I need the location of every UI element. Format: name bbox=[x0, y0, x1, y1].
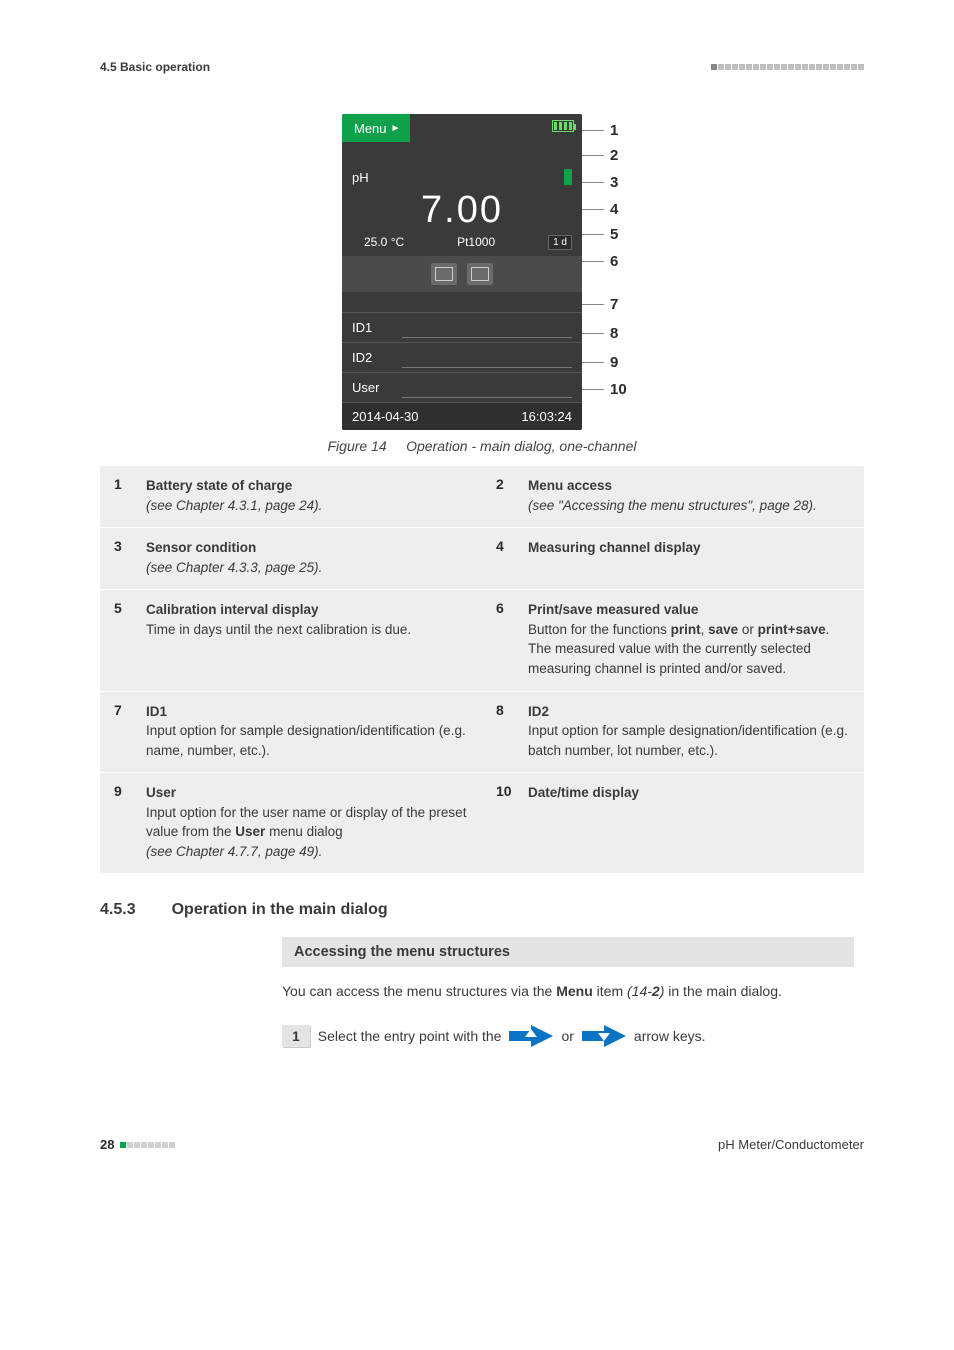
battery-icon bbox=[552, 120, 574, 132]
id1-label: ID1 bbox=[352, 320, 372, 335]
page-footer: 28 pH Meter/Conductometer bbox=[100, 1137, 864, 1152]
legend-body: Menu access(see "Accessing the menu stru… bbox=[528, 476, 817, 515]
probe-type: Pt1000 bbox=[457, 235, 495, 249]
header-section-label: 4.5 Basic operation bbox=[100, 60, 210, 74]
temperature-value: 25.0 °C bbox=[364, 235, 404, 249]
legend-number: 3 bbox=[114, 538, 132, 577]
legend-number: 8 bbox=[496, 702, 514, 761]
subsection-paragraph: You can access the menu structures via t… bbox=[282, 981, 854, 1003]
header-ornament-icon bbox=[711, 64, 864, 70]
time-value: 16:03:24 bbox=[521, 409, 572, 424]
legend-row: 5Calibration interval displayTime in day… bbox=[100, 589, 864, 690]
step-text-mid: or bbox=[561, 1028, 573, 1044]
user-label: User bbox=[352, 380, 379, 395]
legend-body: UserInput option for the user name or di… bbox=[146, 783, 468, 861]
callout-1: 1 bbox=[582, 122, 622, 139]
section-heading: 4.5.3 Operation in the main dialog bbox=[100, 901, 864, 919]
arrow-up-icon bbox=[509, 1025, 553, 1047]
sensor-indicator-icon bbox=[564, 169, 572, 185]
id1-field[interactable]: ID1 bbox=[342, 312, 582, 342]
legend-cell: 9UserInput option for the user name or d… bbox=[100, 773, 482, 873]
measured-value: 7.00 bbox=[342, 188, 582, 232]
legend-number: 5 bbox=[114, 600, 132, 678]
legend-cell: 6Print/save measured valueButton for the… bbox=[482, 590, 864, 690]
page-root: 4.5 Basic operation Menu ► bbox=[0, 0, 954, 1212]
id2-field[interactable]: ID2 bbox=[342, 342, 582, 372]
callout-8: 8 bbox=[582, 325, 622, 342]
legend-body: Measuring channel display bbox=[528, 538, 701, 577]
legend-number: 6 bbox=[496, 600, 514, 678]
legend-body: Calibration interval displayTime in days… bbox=[146, 600, 411, 678]
legend-number: 10 bbox=[496, 783, 514, 861]
legend-cell: 10Date/time display bbox=[482, 773, 864, 873]
figure-text: Operation - main dialog, one-channel bbox=[406, 438, 636, 454]
legend-row: 3 Sensor condition(see Chapter 4.3.3, pag… bbox=[100, 527, 864, 589]
legend-cell: 8ID2Input option for sample designation/… bbox=[482, 692, 864, 773]
figure-caption: Figure 14 Operation - main dialog, one-c… bbox=[100, 438, 864, 454]
legend-cell: 2 Menu access(see "Accessing the menu str… bbox=[482, 466, 864, 527]
legend-cell: 7ID1Input option for sample designation/… bbox=[100, 692, 482, 773]
legend-body: ID1Input option for sample designation/i… bbox=[146, 702, 468, 761]
legend-number: 1 bbox=[114, 476, 132, 515]
callout-10: 10 bbox=[582, 381, 622, 398]
date-value: 2014-04-30 bbox=[352, 409, 419, 424]
callout-2: 2 bbox=[582, 147, 622, 164]
user-field[interactable]: User bbox=[342, 372, 582, 402]
callout-9: 9 bbox=[582, 354, 622, 371]
print-save-bar bbox=[342, 256, 582, 292]
page-number: 28 bbox=[100, 1137, 114, 1152]
legend-row: 1 Battery state of charge(see Chapter 4.3… bbox=[100, 466, 864, 527]
menu-label: Menu bbox=[354, 121, 387, 136]
legend-row: 9UserInput option for the user name or d… bbox=[100, 772, 864, 873]
subsection-title: Accessing the menu structures bbox=[282, 937, 854, 967]
legend-row: 7ID1Input option for sample designation/… bbox=[100, 691, 864, 773]
callout-3: 3 bbox=[582, 174, 622, 191]
calibration-due: 1 d bbox=[548, 235, 572, 250]
legend-number: 7 bbox=[114, 702, 132, 761]
legend-body: Print/save measured valueButton for the … bbox=[528, 600, 850, 678]
callout-4: 4 bbox=[582, 201, 622, 218]
print-icon[interactable] bbox=[431, 263, 457, 285]
subsection: Accessing the menu structures You can ac… bbox=[282, 937, 854, 1047]
step-text-pre: Select the entry point with the bbox=[318, 1028, 502, 1044]
step-text-post: arrow keys. bbox=[634, 1028, 706, 1044]
save-icon[interactable] bbox=[467, 263, 493, 285]
menu-button[interactable]: Menu ► bbox=[342, 114, 410, 142]
step-1: 1 Select the entry point with the or arr… bbox=[282, 1025, 854, 1047]
figure-legend: 1 Battery state of charge(see Chapter 4.3… bbox=[100, 466, 864, 873]
legend-cell: 5Calibration interval displayTime in day… bbox=[100, 590, 482, 690]
legend-number: 2 bbox=[496, 476, 514, 515]
device-figure: Menu ► pH 7.00 25.0 °C bbox=[100, 114, 864, 430]
id2-label: ID2 bbox=[352, 350, 372, 365]
device-screen: Menu ► pH 7.00 25.0 °C bbox=[342, 114, 582, 430]
legend-number: 9 bbox=[114, 783, 132, 861]
legend-cell: 4 Measuring channel display bbox=[482, 528, 864, 589]
legend-cell: 1 Battery state of charge(see Chapter 4.3… bbox=[100, 466, 482, 527]
section-number: 4.5.3 bbox=[100, 901, 136, 919]
datetime-bar: 2014-04-30 16:03:24 bbox=[342, 402, 582, 430]
ph-label: pH bbox=[352, 170, 369, 185]
legend-body: Sensor condition(see Chapter 4.3.3, page… bbox=[146, 538, 322, 577]
legend-body: ID2Input option for sample designation/i… bbox=[528, 702, 850, 761]
callout-6: 6 bbox=[582, 253, 622, 270]
section-title: Operation in the main dialog bbox=[172, 901, 388, 919]
step-number: 1 bbox=[282, 1025, 310, 1047]
legend-body: Date/time display bbox=[528, 783, 639, 861]
legend-number: 4 bbox=[496, 538, 514, 577]
running-header: 4.5 Basic operation bbox=[100, 60, 864, 74]
legend-cell: 3 Sensor condition(see Chapter 4.3.3, pag… bbox=[100, 528, 482, 589]
legend-body: Battery state of charge(see Chapter 4.3.… bbox=[146, 476, 322, 515]
callout-7: 7 bbox=[582, 296, 622, 313]
footer-ornament-icon bbox=[120, 1142, 175, 1148]
callout-5: 5 bbox=[582, 226, 622, 243]
arrow-down-icon bbox=[582, 1025, 626, 1047]
figure-label: Figure 14 bbox=[328, 438, 387, 454]
callout-numbers: 1 2 3 4 5 6 7 8 9 10 bbox=[582, 114, 622, 398]
menu-arrow-icon: ► bbox=[391, 123, 401, 134]
footer-right-text: pH Meter/Conductometer bbox=[718, 1137, 864, 1152]
